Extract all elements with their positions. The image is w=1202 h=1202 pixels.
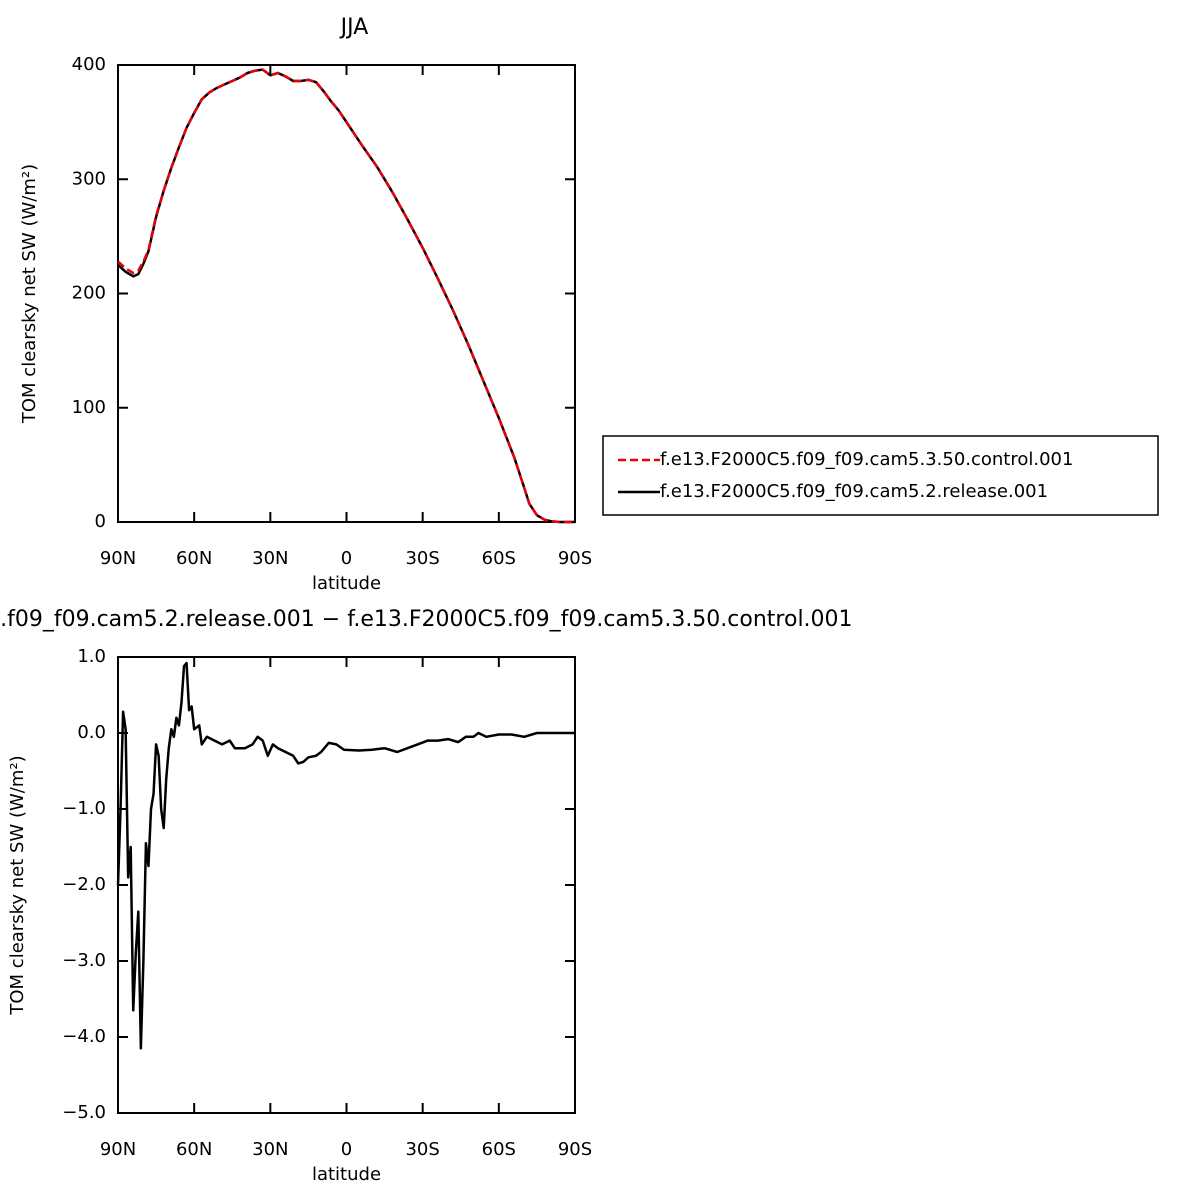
y-tick-label: 200 (72, 283, 106, 304)
x-tick-label: 30N (252, 1139, 288, 1160)
x-tick-label: 60N (176, 548, 212, 569)
x-tick-label: 60S (482, 548, 516, 569)
x-tick-label: 60S (482, 1139, 516, 1160)
plot-frame (117, 64, 576, 523)
y-tick-label: 400 (72, 54, 106, 75)
x-tick-label: 0 (341, 1139, 352, 1160)
x-tick-label: 90N (100, 548, 136, 569)
y-tick-label: 100 (72, 397, 106, 418)
x-tick-label: 90S (558, 1139, 592, 1160)
x-axis-label: latitude (312, 1164, 381, 1185)
x-tick-label: 30S (405, 548, 439, 569)
plot-frame (117, 656, 576, 1114)
y-tick-label: −4.0 (62, 1026, 106, 1047)
data-line (117, 68, 575, 524)
y-tick-label: −2.0 (62, 874, 106, 895)
x-tick-label: 30N (252, 548, 288, 569)
legend-label: f.e13.F2000C5.f09_f09.cam5.3.50.control.… (660, 449, 1073, 470)
x-tick-label: 60N (176, 1139, 212, 1160)
x-axis-label: latitude (312, 573, 381, 594)
y-axis-label: TOM clearsky net SW (W/m²) (19, 164, 40, 424)
data-line (116, 661, 575, 1050)
y-tick-label: 1.0 (77, 646, 106, 667)
y-axis-label: TOM clearsky net SW (W/m²) (7, 755, 28, 1015)
chart-title: f.e13.F2000C5.f09_f09.cam5.2.release.001… (0, 607, 853, 632)
legend-box (602, 435, 1159, 516)
y-tick-label: 0 (95, 511, 106, 532)
x-tick-label: 30S (405, 1139, 439, 1160)
y-tick-label: 0.0 (77, 722, 106, 743)
y-tick-label: −3.0 (62, 950, 106, 971)
data-line (117, 68, 575, 524)
x-tick-label: 90S (558, 548, 592, 569)
x-tick-label: 0 (341, 548, 352, 569)
legend-label: f.e13.F2000C5.f09_f09.cam5.2.release.001 (660, 481, 1048, 502)
chart-title: JJA (339, 15, 369, 40)
y-tick-label: −5.0 (62, 1102, 106, 1123)
y-tick-label: −1.0 (62, 798, 106, 819)
y-tick-label: 300 (72, 168, 106, 189)
x-tick-label: 90N (100, 1139, 136, 1160)
